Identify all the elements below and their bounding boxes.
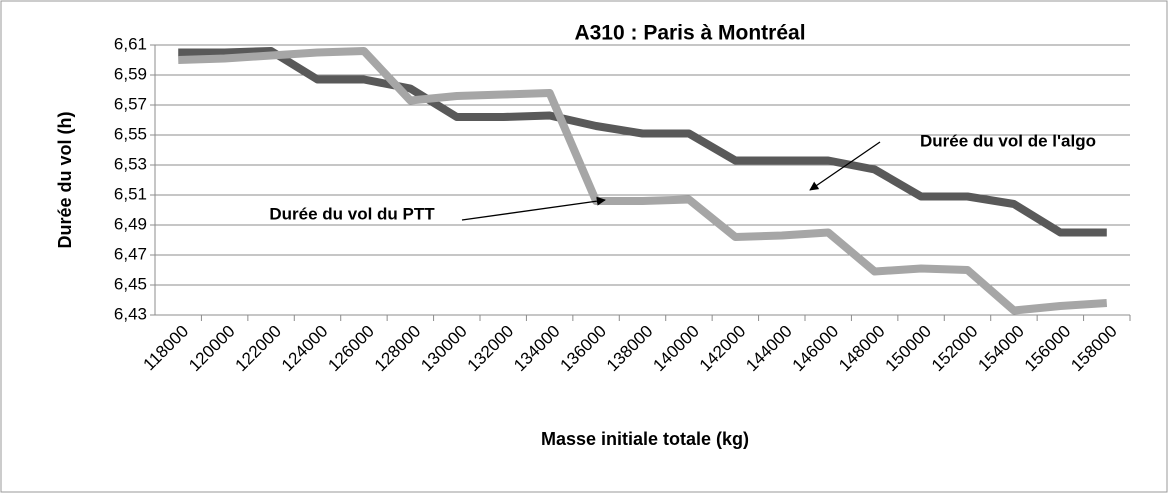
annotation-arrow [461, 196, 606, 221]
y-tick-label: 6,55 [114, 124, 147, 143]
y-axis-label: Durée du vol (h) [55, 111, 75, 248]
annotation: Durée du vol du PTT [269, 204, 435, 223]
y-tick-label: 6,47 [114, 244, 147, 263]
y-tick-label: 6,61 [114, 34, 147, 53]
chart-title: A310 : Paris à Montréal [574, 22, 805, 45]
y-tick-label: 6,51 [114, 184, 147, 203]
y-tick-label: 6,45 [114, 274, 147, 293]
annotation: Durée du vol de l'algo [920, 131, 1096, 150]
series-line [178, 47, 1107, 237]
y-tick-label: 6,53 [114, 154, 147, 173]
y-tick-label: 6,43 [114, 304, 147, 323]
y-tick-label: 6,59 [114, 64, 147, 83]
y-tick-label: 6,57 [114, 94, 147, 113]
x-axis-label: Masse initiale totale (kg) [541, 429, 749, 449]
series-line [178, 47, 1108, 315]
y-tick-label: 6,49 [114, 214, 147, 233]
annotation-arrow [809, 141, 881, 191]
